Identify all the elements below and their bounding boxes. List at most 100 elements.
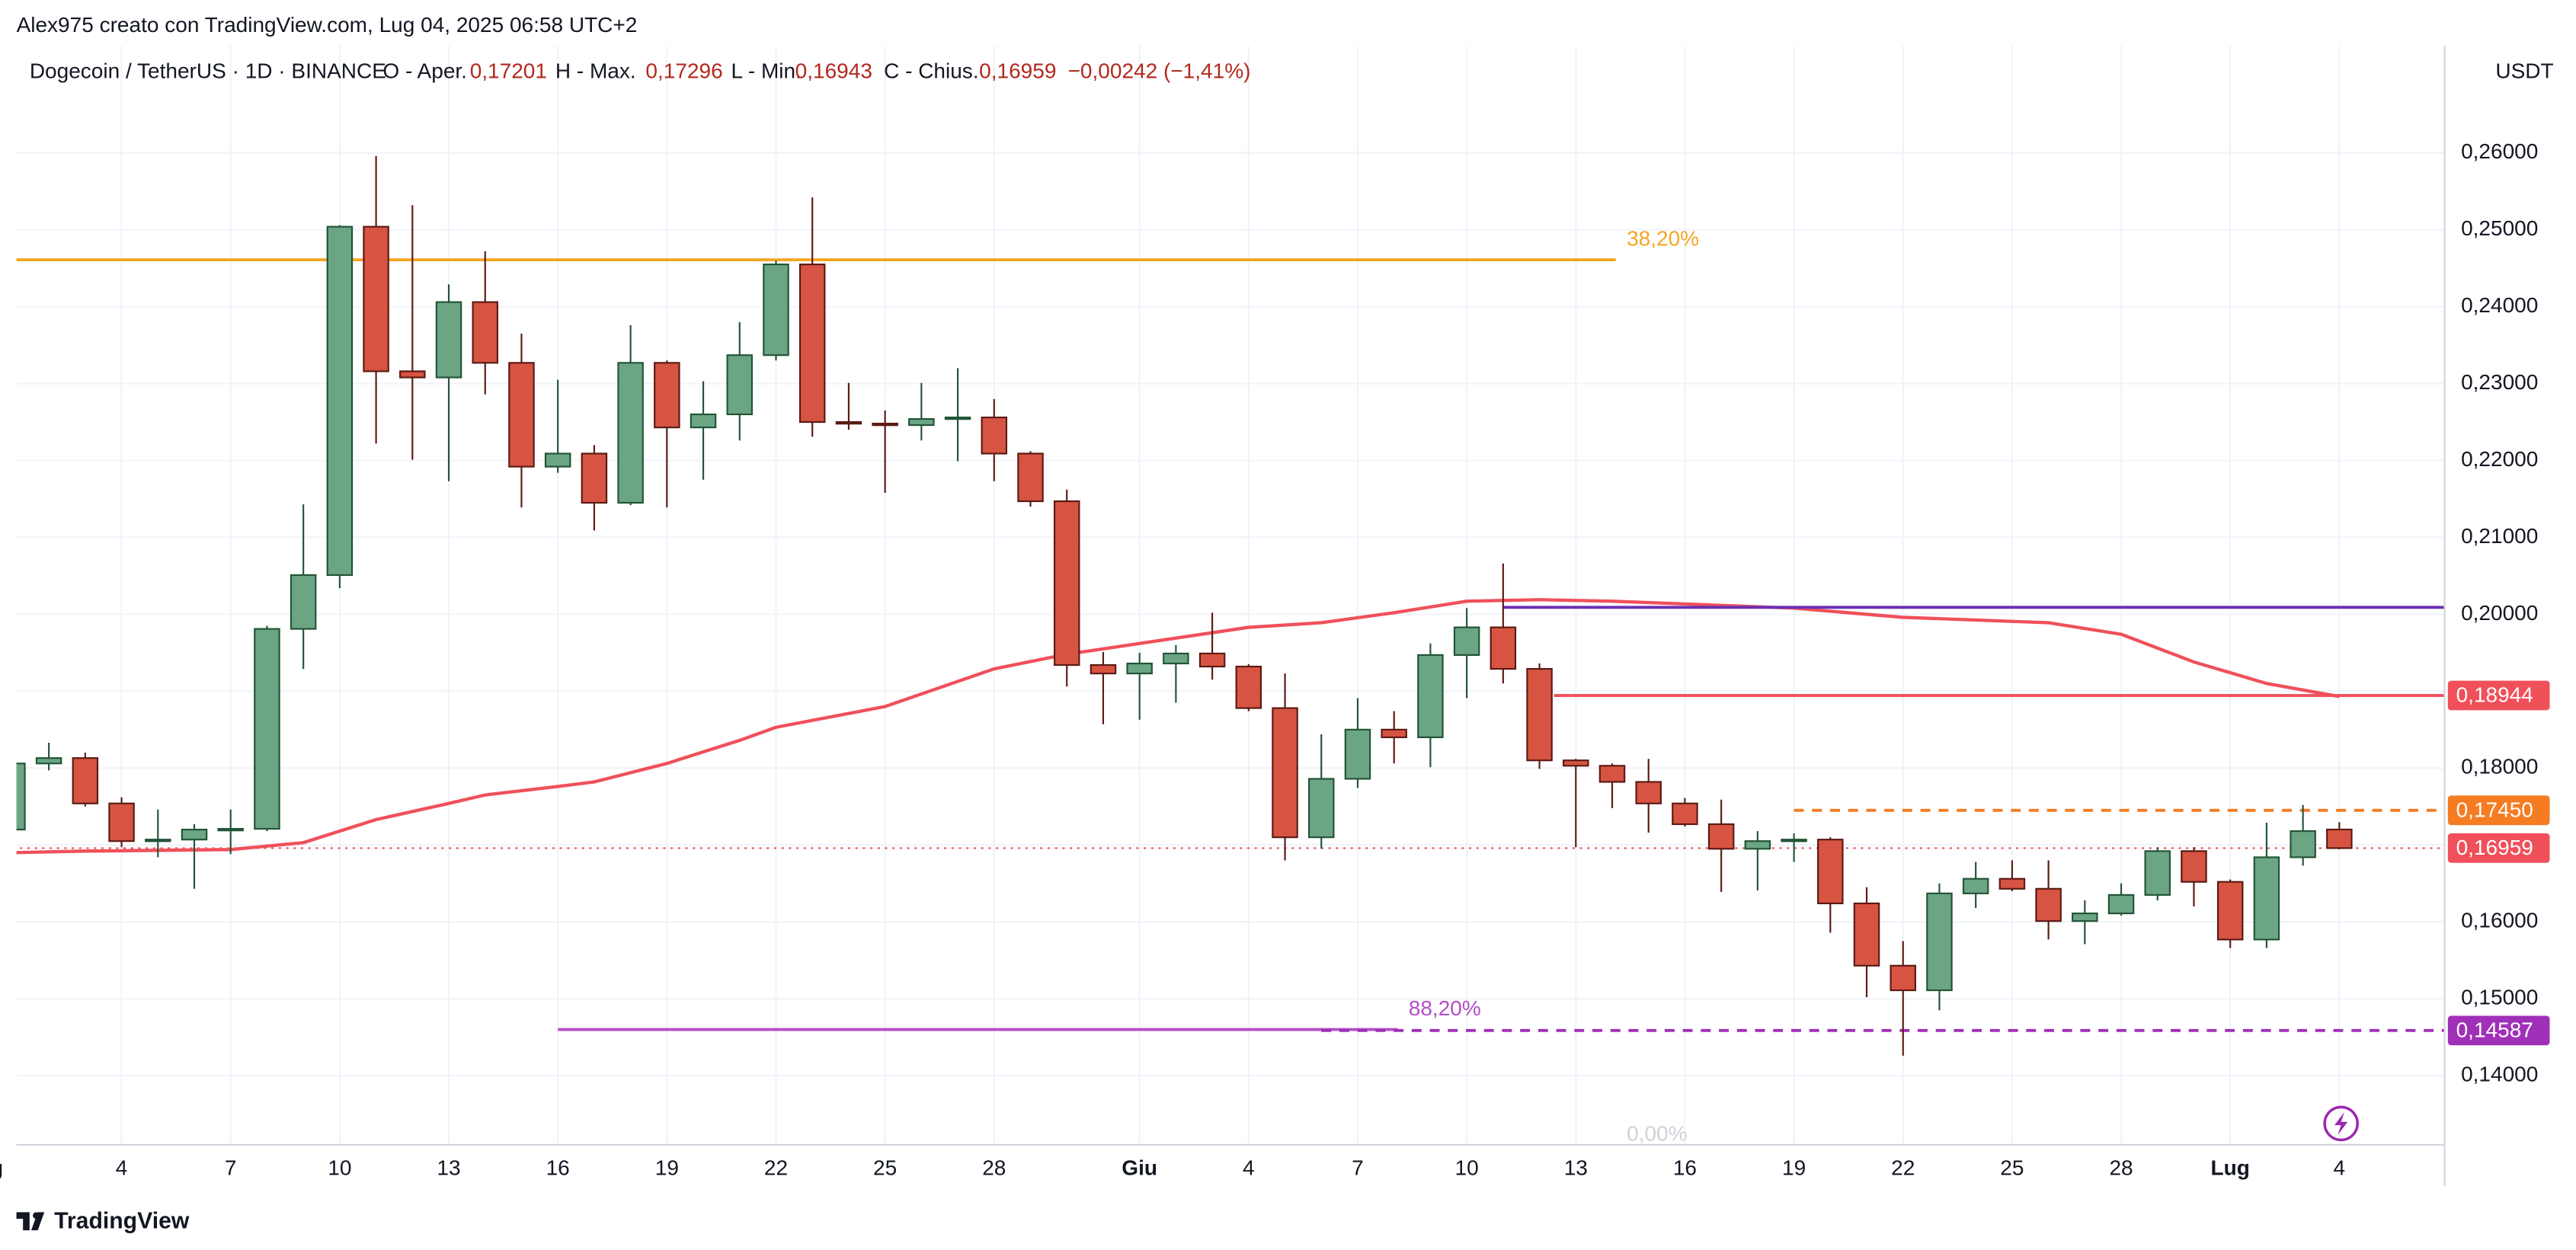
ohlc-value: 0,16943 <box>795 59 872 82</box>
candle-body <box>1635 781 1662 804</box>
x-tick-label: 7 <box>1352 1156 1364 1180</box>
candle-body <box>1998 878 2026 890</box>
candle-body <box>1053 500 1080 667</box>
x-tick-label: 22 <box>764 1156 788 1180</box>
candle-body <box>2035 887 2062 922</box>
candle-body <box>581 452 608 504</box>
candle-body <box>798 264 826 424</box>
y-tick-label: 0,18000 <box>2461 755 2538 778</box>
candle-body <box>1090 663 1117 675</box>
x-tick-label: 22 <box>1891 1156 1915 1180</box>
ohlc-label: O - Aper. <box>382 59 467 82</box>
candle-body <box>1453 626 1480 656</box>
candle-body <box>2144 850 2171 896</box>
x-tick-label: 19 <box>655 1156 679 1180</box>
candle-body <box>399 370 426 379</box>
fib-label: 88,20% <box>1409 996 1481 1020</box>
candle-body <box>2253 856 2280 941</box>
candle-body <box>944 416 971 420</box>
candle-body <box>1198 652 1226 668</box>
candle-body <box>835 420 862 425</box>
candle-body <box>72 757 99 804</box>
tradingview-logo <box>16 1212 45 1231</box>
x-tick-label: Giu <box>1122 1156 1157 1180</box>
candle-body <box>2326 828 2353 849</box>
candle-body <box>2107 894 2135 915</box>
x-tick-label: 16 <box>1673 1156 1697 1180</box>
candle-body <box>617 362 644 504</box>
candle-body <box>1962 878 1989 894</box>
candle-body <box>108 802 135 842</box>
y-tick-label: 0,15000 <box>2461 986 2538 1009</box>
candle-body <box>544 452 571 468</box>
x-tick-label: 13 <box>437 1156 460 1180</box>
candle-body <box>1381 728 1407 739</box>
x-tick-label: 4 <box>116 1156 128 1180</box>
candle-body <box>1707 823 1735 850</box>
candle-body <box>1563 759 1589 767</box>
grid <box>16 46 2445 1145</box>
plot <box>16 155 2445 1056</box>
price-badge <box>2447 680 2550 711</box>
lightning-icon[interactable] <box>2323 1105 2359 1142</box>
candle-body <box>363 225 389 372</box>
candle-body <box>35 757 62 765</box>
x-tick-label: 25 <box>873 1156 897 1180</box>
currency: USDT <box>2495 59 2553 82</box>
candle-body <box>290 574 317 630</box>
fib-label: 38,20% <box>1627 227 1699 251</box>
candle-body <box>472 301 498 364</box>
candle-body <box>1344 728 1371 780</box>
candle-body <box>1817 839 1844 905</box>
ohlc-label: H - Max. <box>555 59 636 82</box>
candle-body <box>1890 964 1916 992</box>
candle-body <box>435 301 462 379</box>
price-badge-label: 0,17450 <box>2456 798 2533 821</box>
x-tick-label: Lug <box>2211 1156 2250 1180</box>
x-tick-label: 7 <box>225 1156 237 1180</box>
x-tick-label: 28 <box>2109 1156 2133 1180</box>
y-tick-label: 0,25000 <box>2461 216 2538 240</box>
y-tick-label: 0,24000 <box>2461 293 2538 317</box>
x-tick-label: ag <box>0 1156 3 1180</box>
x-tick-label: 25 <box>2000 1156 2024 1180</box>
candle-body <box>1126 662 1153 675</box>
footer: TradingView <box>54 1208 190 1233</box>
y-tick-label: 0,23000 <box>2461 370 2538 394</box>
candle-body <box>1526 668 1553 762</box>
candle-body <box>1781 839 1807 842</box>
candle-body <box>1672 802 1698 826</box>
candle-body <box>1926 892 1953 992</box>
candle-body <box>908 417 935 427</box>
candle-body <box>1853 902 1880 967</box>
ohlc-label: L - Min. <box>731 59 802 82</box>
candle-body <box>254 628 280 830</box>
candle-body <box>872 422 898 427</box>
price-badge <box>2447 1015 2550 1046</box>
price-badge-label: 0,18944 <box>2456 683 2533 707</box>
candle-body <box>1490 626 1517 670</box>
x-tick-label: 28 <box>982 1156 1006 1180</box>
x-tick-label: 10 <box>1455 1156 1479 1180</box>
price-badge <box>2447 833 2550 863</box>
ohlc-value: 0,17296 <box>645 59 722 82</box>
y-tick-label: 0,22000 <box>2461 447 2538 471</box>
candle-body <box>145 839 171 842</box>
candle-body <box>690 413 717 429</box>
x-tick-label: 4 <box>2334 1156 2346 1180</box>
ohlc-value: 0,16959 <box>979 59 1056 82</box>
price-badge-label: 0,14587 <box>2456 1018 2533 1041</box>
price-badge-label: 0,16959 <box>2456 836 2533 859</box>
candle-body <box>1744 840 1771 850</box>
x-tick-label: 19 <box>1782 1156 1806 1180</box>
candle-body <box>1163 652 1189 665</box>
candle-body <box>16 762 26 831</box>
candle-body <box>1308 778 1335 839</box>
y-tick-label: 0,26000 <box>2461 139 2538 163</box>
change: −0,00242 (−1,41%) <box>1068 59 1251 82</box>
candle-body <box>2072 913 2098 922</box>
candle-body <box>508 362 535 468</box>
candle-body <box>217 827 244 832</box>
